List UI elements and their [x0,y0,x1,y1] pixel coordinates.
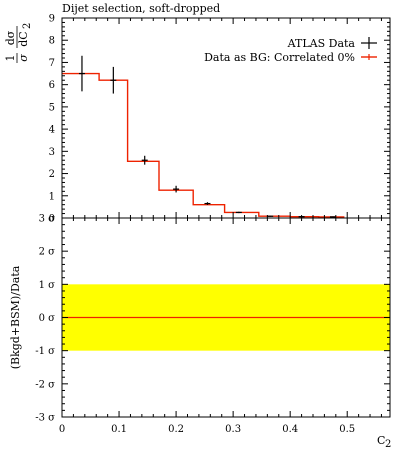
ratio-ytick-label: 2 σ [39,247,56,258]
main-ytick-label: 2 [49,169,55,180]
xtick-label: 0 [59,424,65,435]
main-ytick-label: 3 [49,147,55,158]
legend-label-bg: Data as BG: Correlated 0% [204,51,355,64]
ratio-ytick-label: 0 σ [39,313,56,324]
main-ytick-label: 9 [49,14,55,25]
main-ytick-label: 8 [49,36,55,47]
chart-title: Dijet selection, soft-dropped [62,2,220,15]
ylabel-denominator-sub: 2 [22,23,33,29]
ratio-ytick-label: -1 σ [35,346,55,357]
main-ytick-label: 1 [49,191,55,202]
ratio-ytick-label: 1 σ [39,280,56,291]
xaxis-label-sub: 2 [385,439,391,450]
ratio-ytick-label: 3 σ [39,214,56,225]
xtick-label: 0.2 [168,424,184,435]
xaxis-label: C [377,434,385,447]
ratio-ytick-label: -3 σ [35,413,55,424]
legend-label-data: ATLAS Data [287,37,356,50]
xtick-label: 0.3 [225,424,241,435]
main-ytick-label: 4 [49,125,55,136]
xtick-label: 0.1 [111,424,127,435]
xtick-label: 0.4 [282,424,298,435]
xtick-label: 0.5 [339,424,355,435]
main-ytick-label: 0 [49,214,55,225]
series-step-bg [62,72,345,218]
main-ytick-label: 5 [49,102,55,113]
ratio-ylabel: (Bkgd+BSM)/Data [9,265,22,369]
ylabel-sigma: σ [17,54,30,62]
ylabel-denominator: dC [17,31,30,46]
ylabel-numerator: dσ [4,30,17,45]
main-ytick-label: 6 [49,80,55,91]
ylabel-one: 1 [4,55,17,62]
main-ytick-label: 7 [49,58,55,69]
main-ylabel: 1 σ dσ dC 2 [4,23,33,63]
ratio-ytick-label: -2 σ [35,379,55,390]
